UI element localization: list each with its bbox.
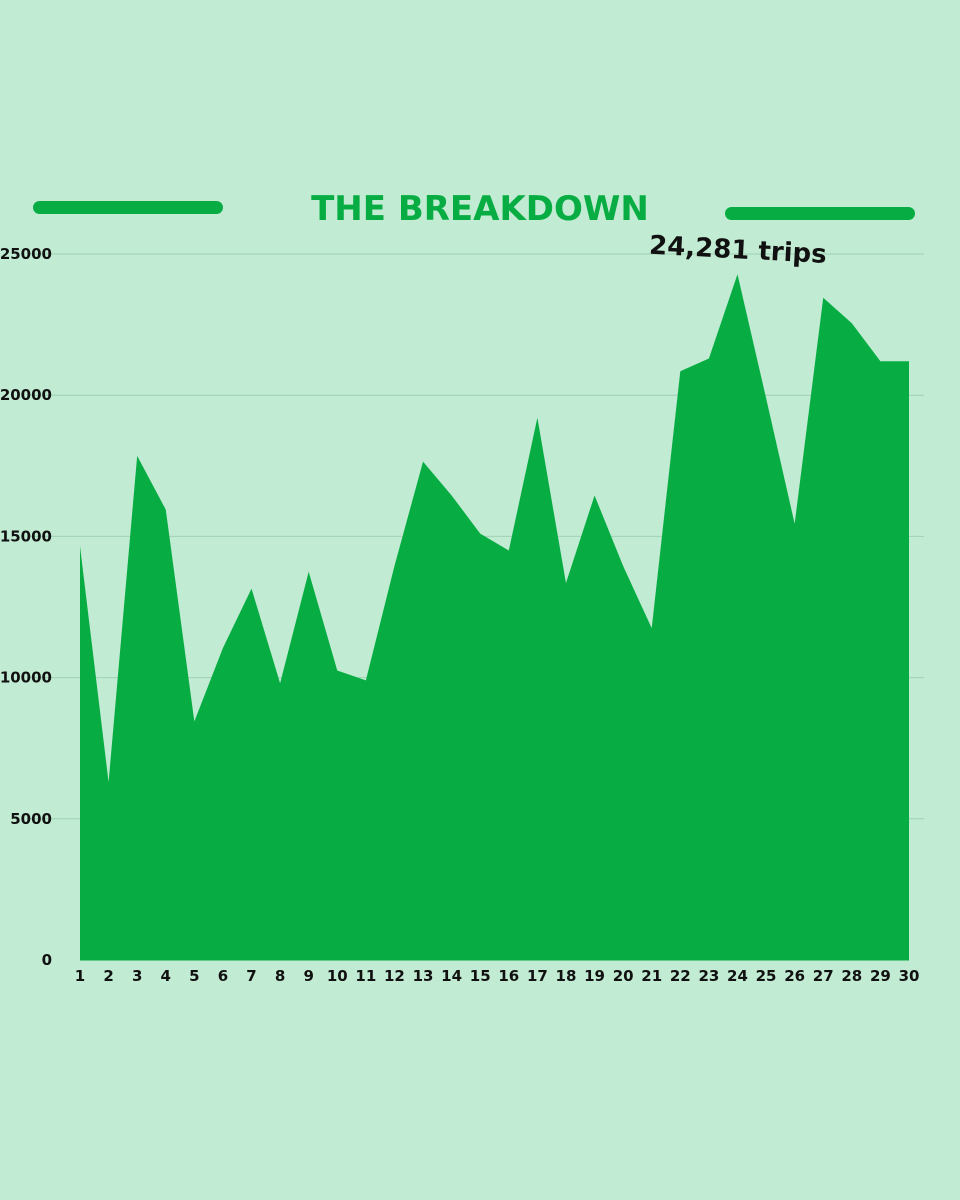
x-tick-label: 23 <box>698 967 719 985</box>
x-tick-label: 19 <box>584 967 605 985</box>
x-tick-label: 26 <box>784 967 805 985</box>
x-tick-label: 13 <box>413 967 434 985</box>
x-tick-label: 20 <box>613 967 634 985</box>
area-series <box>80 274 909 960</box>
x-tick-label: 12 <box>384 967 405 985</box>
x-tick-label: 1 <box>75 967 85 985</box>
x-axis-ticks: 1 2 3 4 5 6 7 8 9 10 11 12 13 14 15 16 17 18 19 20 21 22 23 24 2… <box>75 967 920 985</box>
x-tick-label: 14 <box>441 967 462 985</box>
right-decorative-bar <box>725 207 915 220</box>
x-tick-label: 8 <box>275 967 285 985</box>
x-tick-label: 18 <box>556 967 577 985</box>
y-tick-label: 20000 <box>0 386 52 404</box>
annotations: 24,281 trips <box>648 231 827 270</box>
x-tick-label: 9 <box>303 967 313 985</box>
x-tick-label: 5 <box>189 967 199 985</box>
x-tick-label: 22 <box>670 967 691 985</box>
x-tick-label: 27 <box>813 967 834 985</box>
y-tick-label: 15000 <box>0 527 52 545</box>
x-tick-label: 11 <box>355 967 376 985</box>
x-tick-label: 24 <box>727 967 748 985</box>
x-tick-label: 17 <box>527 967 548 985</box>
x-tick-label: 21 <box>641 967 662 985</box>
x-tick-label: 3 <box>132 967 142 985</box>
left-decorative-bar <box>33 201 223 214</box>
y-axis-ticks: 0 5000 10000 15000 20000 25000 <box>0 245 52 969</box>
x-tick-label: 10 <box>327 967 348 985</box>
y-tick-label: 5000 <box>10 810 52 828</box>
plot-area <box>80 274 909 961</box>
y-tick-label: 10000 <box>0 669 52 687</box>
x-tick-label: 7 <box>246 967 256 985</box>
y-tick-label: 0 <box>42 951 52 969</box>
y-tick-label: 25000 <box>0 245 52 263</box>
x-tick-label: 28 <box>841 967 862 985</box>
x-tick-label: 6 <box>218 967 228 985</box>
x-tick-label: 2 <box>103 967 113 985</box>
x-tick-label: 30 <box>899 967 920 985</box>
x-tick-label: 29 <box>870 967 891 985</box>
peak-annotation: 24,281 trips <box>648 231 827 270</box>
x-tick-label: 16 <box>498 967 519 985</box>
x-tick-label: 25 <box>756 967 777 985</box>
x-tick-label: 15 <box>470 967 491 985</box>
x-tick-label: 4 <box>161 967 171 985</box>
chart-title: THE BREAKDOWN <box>311 189 649 229</box>
